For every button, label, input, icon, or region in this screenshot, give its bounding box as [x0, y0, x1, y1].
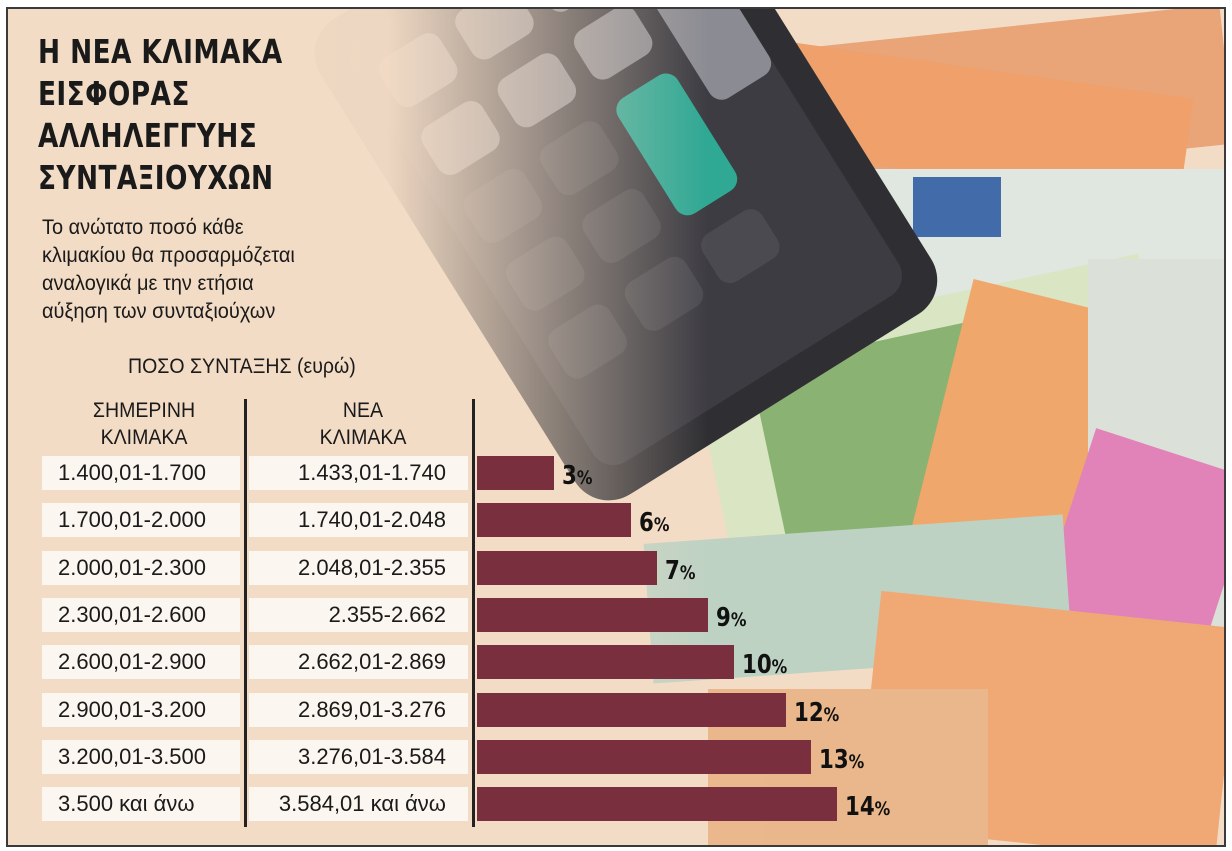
current-scale-cell: 1.400,01-1.700	[42, 456, 240, 490]
subtitle-line: κλιμακίου θα προσαρμόζεται	[42, 244, 295, 267]
bracket-row: 2.900,01-3.200 2.869,01-3.276 12%	[8, 693, 1224, 728]
percent-value: 12	[794, 698, 824, 728]
contribution-percent-label: 6%	[639, 503, 669, 543]
new-scale-cell: 1.740,01-2.048	[249, 503, 468, 537]
percent-unit: %	[679, 562, 696, 584]
new-scale-cell: 2.869,01-3.276	[249, 693, 468, 727]
contribution-bar	[477, 551, 657, 585]
bracket-row: 2.300,01-2.600 2.355-2.662 9%	[8, 598, 1224, 633]
contribution-percent-label: 3%	[562, 456, 592, 496]
new-scale-cell: 1.433,01-1.740	[249, 456, 468, 490]
column-header-line: ΝΕΑ	[342, 399, 384, 422]
bracket-row: 3.200,01-3.500 3.276,01-3.584 13%	[8, 740, 1224, 775]
infographic-frame: Η ΝΕΑ ΚΛΙΜΑΚΑ ΕΙΣΦΟΡΑΣ ΑΛΛΗΛΕΓΓΥΗΣ ΣΥΝΤΑ…	[6, 7, 1226, 847]
percent-value: 6	[639, 508, 654, 538]
title-line: ΑΛΛΗΛΕΓΓΥΗΣ	[38, 116, 258, 155]
contribution-percent-label: 12%	[794, 693, 839, 733]
percent-value: 9	[716, 603, 731, 633]
new-scale-cell: 3.276,01-3.584	[249, 740, 468, 774]
bracket-row: 1.700,01-2.000 1.740,01-2.048 6%	[8, 503, 1224, 538]
percent-unit: %	[771, 656, 788, 678]
percent-unit: %	[874, 798, 891, 820]
percent-unit: %	[823, 704, 840, 726]
percent-value: 7	[665, 556, 680, 586]
percent-value: 14	[845, 792, 875, 822]
current-scale-cell: 2.600,01-2.900	[42, 645, 240, 679]
new-scale-cell: 3.584,01 και άνω	[249, 787, 468, 821]
column-header-line: ΣΗΜΕΡΙΝΗ	[92, 399, 196, 422]
title-line: ΕΙΣΦΟΡΑΣ	[38, 74, 190, 113]
title-line: Η ΝΕΑ ΚΛΙΜΑΚΑ	[38, 32, 283, 71]
column-header-line: ΚΛΙΜΑΚΑ	[100, 426, 188, 449]
bracket-row: 2.600,01-2.900 2.662,01-2.869 10%	[8, 645, 1224, 680]
column-header-current-scale: ΣΗΜΕΡΙΝΗ ΚΛΙΜΑΚΑ	[51, 397, 237, 451]
contribution-percent-label: 14%	[845, 787, 890, 827]
subtitle-line: αναλογικά με την ετήσια	[42, 272, 254, 295]
new-scale-cell: 2.048,01-2.355	[249, 551, 468, 585]
column-divider	[244, 399, 247, 827]
contribution-bar	[477, 693, 786, 727]
infographic-subtitle: Το ανώτατο ποσό κάθε κλιμακίου θα προσαρ…	[42, 214, 356, 326]
current-scale-cell: 2.300,01-2.600	[42, 598, 240, 632]
subtitle-line: αύξηση των συνταξιούχων	[42, 300, 276, 323]
percent-value: 13	[819, 745, 849, 775]
percent-value: 10	[742, 650, 772, 680]
infographic-title: Η ΝΕΑ ΚΛΙΜΑΚΑ ΕΙΣΦΟΡΑΣ ΑΛΛΗΛΕΓΓΥΗΣ ΣΥΝΤΑ…	[38, 31, 358, 199]
current-scale-cell: 2.900,01-3.200	[42, 693, 240, 727]
contribution-percent-label: 10%	[742, 645, 787, 685]
current-scale-cell: 3.200,01-3.500	[42, 740, 240, 774]
contribution-bar	[477, 740, 811, 774]
contribution-bar	[477, 645, 734, 679]
bracket-row: 1.400,01-1.700 1.433,01-1.740 3%	[8, 456, 1224, 491]
contribution-bar	[477, 598, 708, 632]
new-scale-cell: 2.662,01-2.869	[249, 645, 468, 679]
percent-unit: %	[653, 514, 670, 536]
title-line: ΣΥΝΤΑΞΙΟΥΧΩΝ	[38, 158, 274, 197]
column-header-line: ΚΛΙΜΑΚΑ	[319, 426, 407, 449]
percent-value: 3	[562, 461, 577, 491]
contribution-percent-label: 7%	[665, 551, 695, 591]
current-scale-cell: 3.500 και άνω	[42, 787, 240, 821]
bracket-row: 2.000,01-2.300 2.048,01-2.355 7%	[8, 551, 1224, 586]
column-divider	[472, 399, 475, 827]
new-scale-cell: 2.355-2.662	[249, 598, 468, 632]
percent-unit: %	[848, 751, 865, 773]
current-scale-cell: 2.000,01-2.300	[42, 551, 240, 585]
contribution-percent-label: 13%	[819, 740, 864, 780]
contribution-bar	[477, 503, 631, 537]
percent-unit: %	[576, 467, 593, 489]
percent-unit: %	[730, 609, 747, 631]
contribution-bar	[477, 456, 554, 490]
unit-label: ΠΟΣΟ ΣΥΝΤΑΞΗΣ (ευρώ)	[128, 355, 356, 378]
contribution-bar	[477, 787, 837, 821]
bracket-row: 3.500 και άνω 3.584,01 και άνω 14%	[8, 787, 1224, 822]
column-header-new-scale: ΝΕΑ ΚΛΙΜΑΚΑ	[265, 397, 460, 451]
subtitle-line: Το ανώτατο ποσό κάθε	[42, 216, 244, 239]
current-scale-cell: 1.700,01-2.000	[42, 503, 240, 537]
contribution-percent-label: 9%	[716, 598, 746, 638]
